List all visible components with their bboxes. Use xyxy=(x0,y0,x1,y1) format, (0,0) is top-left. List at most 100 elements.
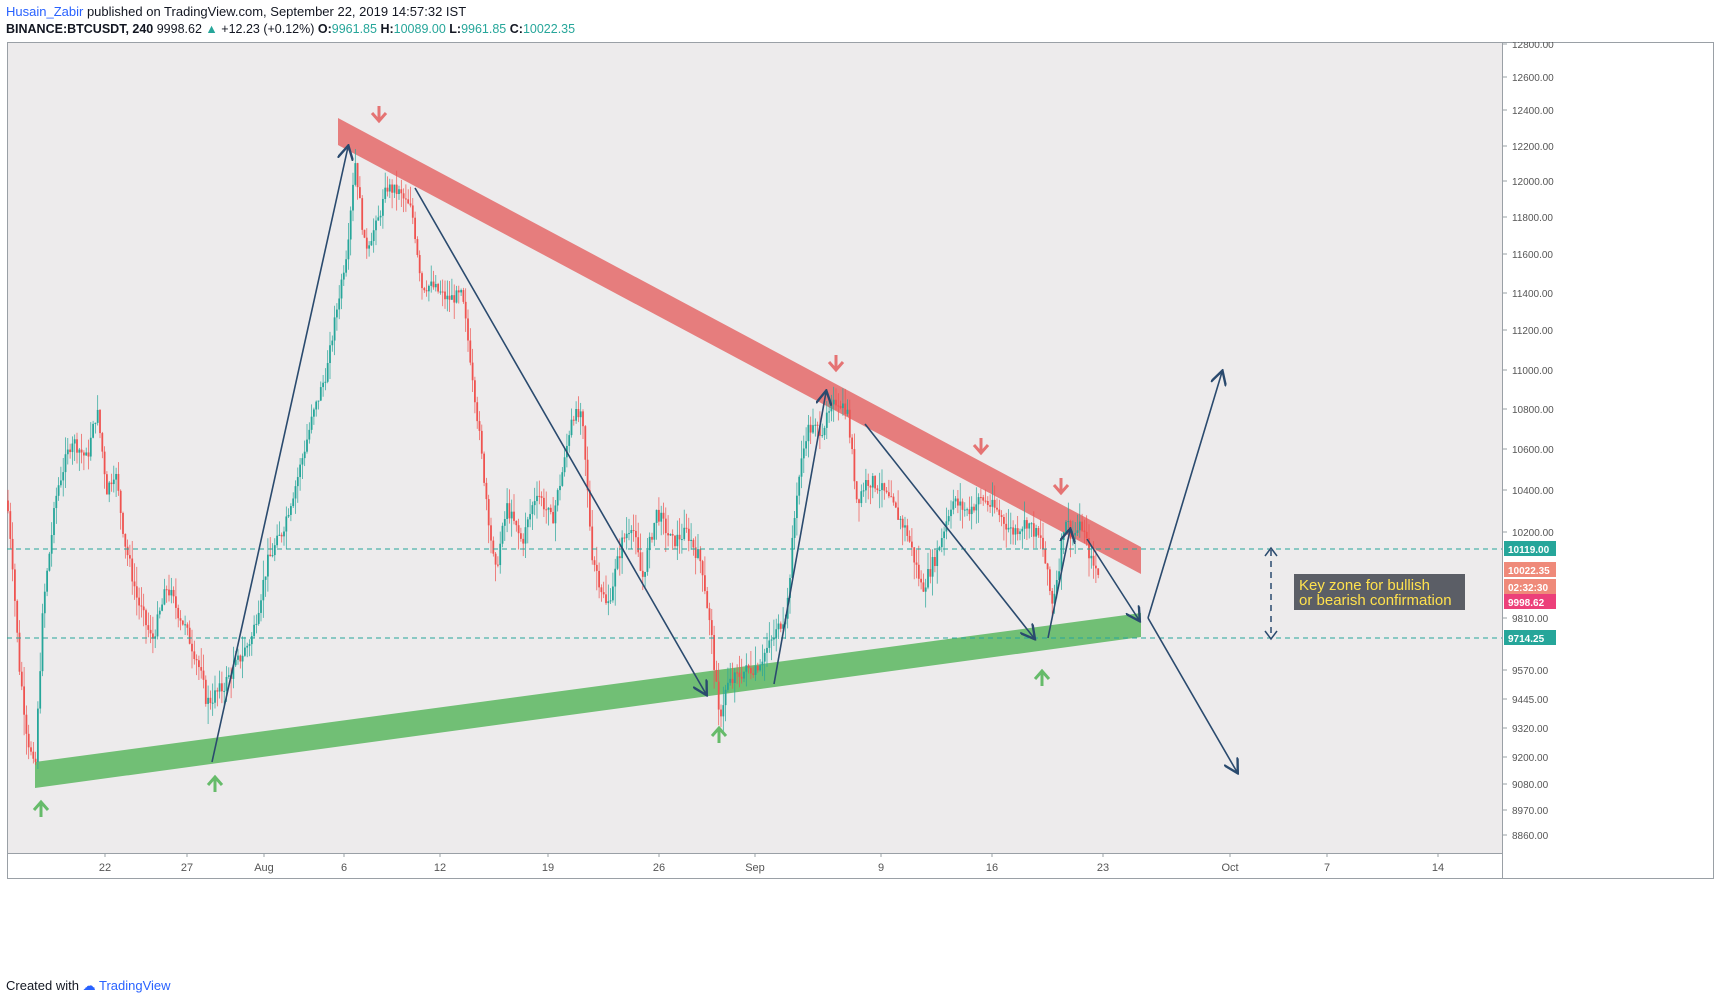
candle-body xyxy=(1016,528,1019,535)
time-tick-label: 9 xyxy=(878,862,884,874)
candle-body xyxy=(432,281,435,288)
candle-body xyxy=(952,501,955,510)
candle-body xyxy=(333,317,336,341)
price-label-text: 10119.00 xyxy=(1508,545,1550,556)
candle-body xyxy=(345,259,347,273)
candle-body xyxy=(292,498,295,507)
candle-body xyxy=(329,345,331,364)
candle-body xyxy=(977,497,980,505)
price-change: +12.23 (+0.12%) xyxy=(221,22,315,36)
symbol-info: BINANCE:BTCUSDT, 240 9998.62 ▲ +12.23 (+… xyxy=(6,21,575,37)
annotation-box xyxy=(1294,574,1465,610)
candle-body xyxy=(66,449,69,455)
candle-body xyxy=(85,452,88,456)
candle-body xyxy=(209,697,212,703)
candle-body xyxy=(609,600,612,602)
candle-body xyxy=(851,437,853,450)
candle-body xyxy=(1003,517,1005,524)
candle-body xyxy=(770,639,773,641)
candle-body xyxy=(89,437,92,457)
price-tick-label: 10600.00 xyxy=(1512,445,1554,456)
candle-body xyxy=(531,505,534,515)
candle-body xyxy=(586,459,589,491)
chart-svg[interactable]: 12800.00 12600.00 12400.00 12200.00 12000.00… xyxy=(7,40,1714,966)
candle-body xyxy=(439,291,442,293)
candle-body xyxy=(931,557,934,577)
candle-body xyxy=(211,702,214,704)
candle-body xyxy=(874,475,876,489)
candle-body xyxy=(632,530,635,532)
candle-body xyxy=(858,499,860,504)
candle-body xyxy=(55,495,58,509)
candle-body xyxy=(717,681,720,710)
candle-body xyxy=(1081,521,1083,531)
candle-body xyxy=(117,473,120,491)
candle-body xyxy=(1012,527,1014,535)
candle-body xyxy=(993,499,996,508)
author-link[interactable]: Husain_Zabir xyxy=(6,4,84,19)
candle-body xyxy=(816,424,819,426)
candle-body xyxy=(959,501,962,506)
candle-body xyxy=(600,587,603,593)
candle-body xyxy=(639,552,642,571)
candle-body xyxy=(616,556,619,569)
candle-body xyxy=(239,655,242,662)
candle-body xyxy=(980,497,982,499)
candle-body xyxy=(395,184,398,195)
candle-body xyxy=(667,533,669,536)
candle-body xyxy=(11,538,14,570)
candle-body xyxy=(984,500,987,502)
candle-body xyxy=(761,661,764,666)
candle-body xyxy=(253,624,255,637)
candle-body xyxy=(342,272,345,280)
time-tick-label: Aug xyxy=(254,862,274,874)
candle-body xyxy=(821,435,824,437)
candle-body xyxy=(214,690,216,703)
down-arrow-icon xyxy=(972,444,990,456)
price-tick-label: 8970.00 xyxy=(1512,806,1549,817)
price-tick-label: 9570.00 xyxy=(1512,666,1549,677)
candle-body xyxy=(331,340,334,346)
candle-body xyxy=(273,545,276,556)
candle-body xyxy=(497,564,499,566)
candle-body xyxy=(515,520,518,526)
candle-body xyxy=(524,527,527,544)
candle-body xyxy=(200,667,203,671)
candle-body xyxy=(862,490,865,492)
candle-body xyxy=(92,423,94,438)
candle-body xyxy=(697,549,699,558)
candle-body xyxy=(582,411,584,427)
candle-body xyxy=(644,571,646,577)
candle-body xyxy=(195,659,198,661)
candle-body xyxy=(356,163,359,188)
candle-body xyxy=(361,198,364,230)
chart-area[interactable]: 12800.00 12600.00 12400.00 12200.00 12000.00… xyxy=(7,40,1714,966)
candle-body xyxy=(78,449,81,453)
candle-body xyxy=(264,576,267,580)
candle-body xyxy=(257,612,260,624)
candle-body xyxy=(796,495,798,519)
candle-body xyxy=(1032,523,1035,537)
candle-body xyxy=(706,591,709,609)
candle-body xyxy=(142,606,145,611)
candle-body xyxy=(510,511,513,519)
candle-body xyxy=(271,555,274,557)
candle-body xyxy=(299,464,301,478)
tradingview-link[interactable]: TradingView xyxy=(99,978,171,993)
candle-body xyxy=(547,507,550,510)
price-tick-label: 9080.00 xyxy=(1512,780,1549,791)
candle-body xyxy=(968,509,971,515)
time-tick-label: 19 xyxy=(542,862,554,874)
candle-body xyxy=(1037,528,1040,536)
candle-body xyxy=(635,530,637,538)
candle-body xyxy=(156,614,159,637)
candle-body xyxy=(349,210,352,240)
candle-body xyxy=(1065,521,1067,533)
candle-body xyxy=(411,205,414,218)
candle-body xyxy=(970,506,973,515)
candle-body xyxy=(27,733,30,748)
candle-body xyxy=(865,480,867,491)
candle-body xyxy=(839,405,842,409)
candle-body xyxy=(612,586,614,601)
candle-body xyxy=(237,655,239,660)
